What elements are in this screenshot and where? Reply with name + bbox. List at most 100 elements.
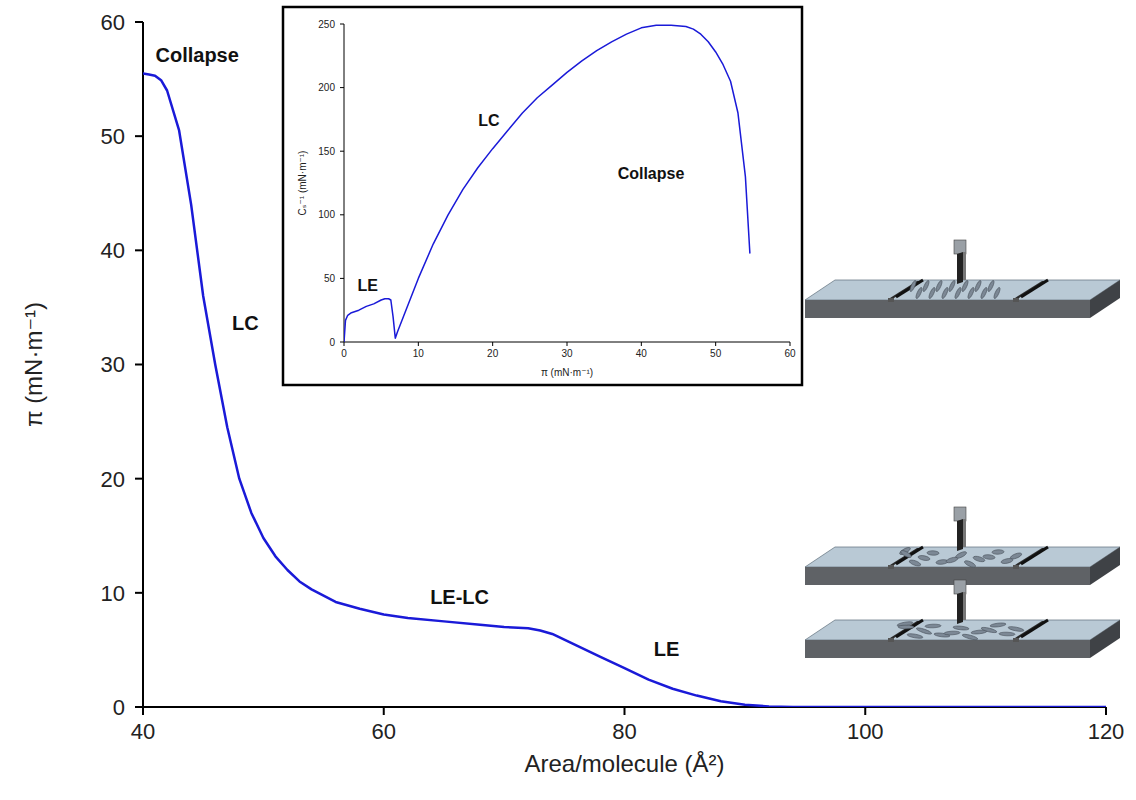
inset-frame	[283, 7, 802, 385]
plate-side	[963, 519, 966, 547]
x-tick-label: 30	[561, 348, 573, 359]
x-tick-label: 120	[1088, 719, 1125, 744]
y-tick	[135, 592, 143, 594]
barrier-foot	[888, 298, 894, 302]
x-tick-label: 60	[372, 719, 396, 744]
x-tick-label: 20	[487, 348, 499, 359]
molecule	[974, 280, 982, 292]
y-tick-label: 10	[101, 581, 125, 606]
barrier-foot	[1013, 565, 1019, 569]
molecule	[981, 626, 997, 633]
molecule	[993, 287, 1001, 299]
molecule	[907, 633, 923, 639]
y-tick-label: 100	[318, 209, 335, 220]
molecule	[925, 624, 941, 628]
annotation: LE	[358, 277, 379, 294]
x-tick	[418, 342, 419, 346]
barrier-top	[1021, 547, 1048, 564]
x-tick	[383, 707, 385, 715]
x-tick-label: 0	[341, 348, 347, 359]
y-tick	[135, 135, 143, 137]
x-tick	[492, 342, 493, 346]
y-tick	[135, 364, 143, 366]
trough-front	[805, 640, 1090, 658]
y-tick-label: 60	[101, 10, 125, 35]
trough-side	[1090, 547, 1120, 585]
x-tick	[715, 342, 716, 346]
wilhelmy-plate	[957, 519, 963, 551]
barrier-foot	[1013, 298, 1019, 302]
inset-chart: 0102030405060050100150200250π (mN·m⁻¹)Cₛ…	[283, 7, 802, 385]
plate-holder	[954, 507, 966, 521]
annotation: Collapse	[155, 44, 238, 66]
plate-side	[963, 252, 966, 280]
barrier-foot	[1013, 638, 1019, 642]
y-tick-label: 0	[329, 337, 335, 348]
annotation: Collapse	[618, 165, 685, 182]
molecule	[935, 280, 943, 292]
y-tick-label: 250	[318, 19, 335, 30]
molecule	[909, 280, 917, 292]
annotation: LC	[478, 112, 500, 129]
plate-holder	[954, 240, 966, 254]
molecule	[909, 559, 922, 567]
trough-schematic	[805, 240, 1120, 318]
wilhelmy-plate	[957, 592, 963, 624]
molecule	[999, 632, 1015, 636]
molecule	[1008, 626, 1024, 633]
barrier-top	[1021, 620, 1048, 637]
molecule	[980, 287, 988, 299]
molecule	[941, 287, 949, 299]
annotation: LC	[232, 312, 259, 334]
molecule	[964, 559, 977, 568]
trough-schematic	[805, 507, 1120, 585]
y-tick-label: 30	[101, 352, 125, 377]
x-tick-label: 100	[847, 719, 884, 744]
y-tick	[135, 249, 143, 251]
y-axis-title: π (mN·m⁻¹)	[20, 302, 47, 427]
molecule	[953, 625, 969, 630]
x-tick	[567, 342, 568, 346]
y-tick-label: 40	[101, 238, 125, 263]
x-tick	[790, 342, 791, 346]
y-tick	[135, 706, 143, 708]
plate-side	[963, 592, 966, 620]
barrier-foot	[888, 565, 894, 569]
annotation: LE	[654, 638, 680, 660]
y-tick-label: 50	[324, 273, 336, 284]
x-tick-label: 50	[710, 348, 722, 359]
y-tick-label: 20	[101, 467, 125, 492]
x-tick-label: 10	[413, 348, 425, 359]
molecule	[915, 287, 923, 299]
annotation: LE-LC	[430, 586, 489, 608]
y-tick-label: 150	[318, 146, 335, 157]
trough-schematic	[805, 580, 1120, 658]
y-tick	[340, 151, 344, 152]
molecule	[928, 287, 936, 299]
molecule	[922, 280, 930, 292]
molecule	[918, 555, 931, 562]
y-tick	[340, 24, 344, 25]
molecule	[916, 627, 932, 636]
trough-surface	[805, 280, 1120, 300]
x-tick	[641, 342, 642, 346]
x-tick	[624, 707, 626, 715]
molecule	[967, 287, 975, 299]
x-tick	[344, 342, 345, 346]
molecule	[990, 622, 1006, 628]
molecule	[983, 554, 995, 560]
barrier-foot	[888, 638, 894, 642]
x-tick	[142, 707, 144, 715]
curve	[344, 25, 750, 342]
trough-surface	[805, 620, 1120, 640]
x-tick	[864, 707, 866, 715]
y-tick	[340, 87, 344, 88]
molecule	[987, 280, 995, 292]
molecule	[898, 625, 914, 629]
x-tick	[1105, 707, 1107, 715]
x-axis-title: π (mN·m⁻¹)	[541, 367, 593, 378]
plate-holder	[954, 580, 966, 594]
x-axis-title: Area/molecule (Å²)	[524, 750, 724, 777]
x-tick-label: 40	[131, 719, 155, 744]
x-tick-label: 40	[636, 348, 648, 359]
